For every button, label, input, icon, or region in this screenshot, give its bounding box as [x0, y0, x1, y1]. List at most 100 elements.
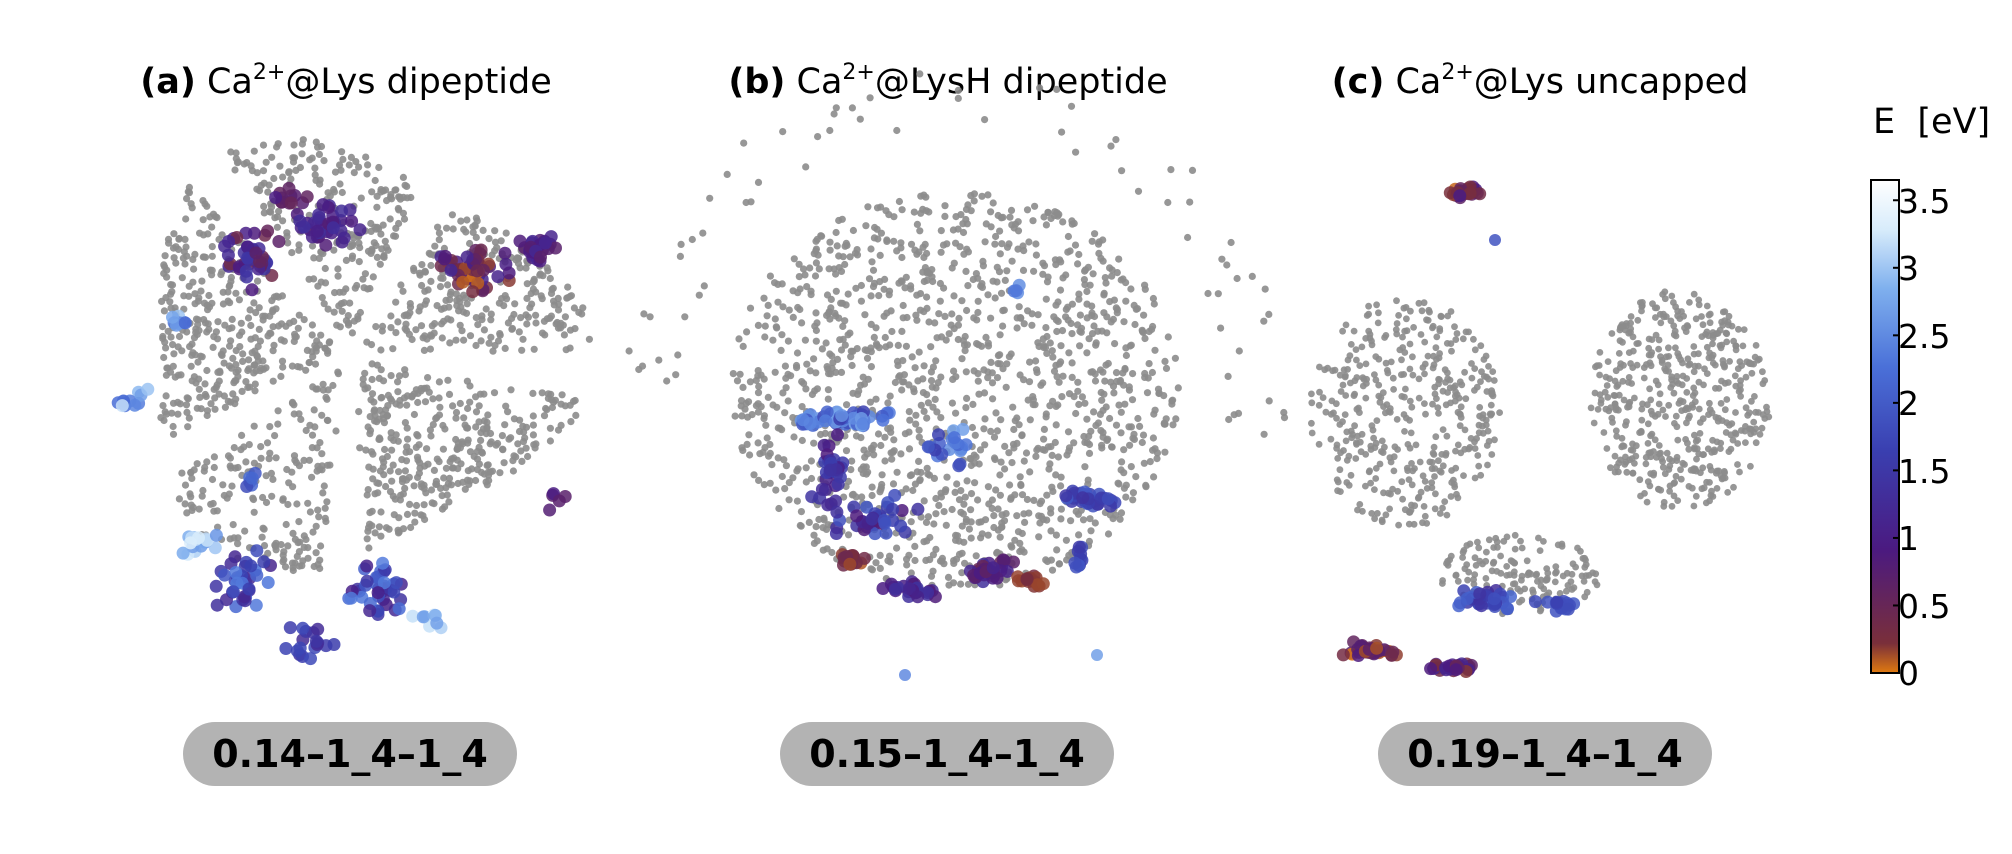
background-point	[784, 337, 793, 345]
background-point	[1054, 317, 1062, 325]
background-point	[458, 327, 466, 335]
background-point	[912, 411, 920, 419]
background-point	[1345, 452, 1353, 460]
background-point	[161, 252, 169, 260]
background-point	[1662, 413, 1669, 420]
data-point	[856, 417, 870, 431]
background-point	[1390, 386, 1397, 393]
background-point	[279, 558, 287, 566]
background-point	[528, 300, 536, 308]
background-point	[517, 314, 525, 322]
background-point	[285, 479, 293, 487]
background-point	[1341, 411, 1349, 418]
background-point	[277, 372, 285, 380]
background-point	[964, 282, 972, 290]
data-point	[1059, 489, 1073, 503]
background-point	[1171, 354, 1179, 362]
background-point	[529, 285, 538, 293]
data-point	[815, 482, 829, 496]
background-point	[199, 216, 207, 224]
background-point	[996, 331, 1004, 339]
background-point	[1111, 340, 1119, 348]
background-point	[1639, 400, 1646, 408]
background-point	[1723, 396, 1731, 403]
background-point	[1218, 255, 1226, 263]
background-point	[1485, 363, 1492, 370]
background-point	[827, 304, 835, 312]
background-point	[1407, 307, 1414, 315]
background-point	[924, 399, 933, 407]
background-point	[870, 333, 878, 341]
background-point	[830, 110, 838, 118]
background-point	[1695, 362, 1702, 370]
background-point	[259, 141, 268, 149]
background-point	[731, 412, 739, 420]
background-point	[1145, 360, 1153, 368]
background-point	[439, 421, 447, 430]
background-point	[379, 221, 387, 229]
data-point	[888, 582, 902, 596]
background-point	[913, 468, 921, 476]
background-point	[1161, 448, 1169, 456]
background-point	[762, 421, 770, 429]
background-point	[439, 274, 447, 282]
background-point	[933, 334, 941, 342]
background-point	[777, 346, 785, 354]
background-point	[280, 548, 288, 556]
background-point	[368, 375, 376, 384]
background-point	[394, 526, 402, 534]
background-point	[754, 372, 762, 380]
background-point	[699, 229, 707, 237]
background-point	[1563, 587, 1570, 595]
background-point	[1090, 312, 1099, 321]
data-point	[1424, 662, 1438, 676]
background-point	[434, 223, 442, 231]
background-point	[162, 294, 170, 302]
background-point	[1686, 299, 1693, 306]
data-point	[911, 590, 925, 604]
background-point	[227, 337, 235, 345]
data-point	[363, 604, 377, 618]
background-point	[841, 260, 849, 269]
background-point	[754, 321, 763, 329]
background-point	[1019, 266, 1028, 274]
background-point	[846, 253, 854, 261]
background-point	[378, 393, 386, 402]
background-point	[1593, 362, 1601, 369]
background-point	[937, 493, 946, 501]
background-point	[456, 399, 464, 408]
data-point	[335, 204, 348, 218]
background-point	[1050, 313, 1058, 321]
background-point	[284, 500, 292, 509]
background-point	[972, 270, 981, 278]
background-point	[1742, 439, 1749, 446]
background-point	[760, 294, 768, 302]
background-point	[1260, 317, 1268, 325]
background-point	[1448, 347, 1455, 355]
background-point	[304, 499, 312, 507]
background-point	[330, 185, 338, 194]
background-point	[923, 293, 931, 301]
background-point	[311, 171, 319, 179]
background-point	[269, 475, 277, 483]
background-point	[743, 440, 751, 448]
background-point	[998, 240, 1006, 248]
background-point	[782, 462, 791, 470]
data-point	[549, 241, 562, 255]
background-point	[1148, 325, 1156, 334]
background-point	[1315, 401, 1323, 409]
background-point	[417, 322, 426, 330]
background-point	[274, 420, 282, 428]
colorbar-label: E [eV]	[1873, 102, 1990, 142]
background-point	[1053, 85, 1061, 93]
background-point	[373, 223, 381, 231]
background-point	[492, 441, 500, 449]
background-point	[1068, 359, 1076, 367]
background-point	[927, 377, 936, 385]
background-point	[490, 389, 499, 397]
background-point	[179, 254, 187, 262]
background-point	[172, 243, 180, 251]
background-point	[885, 291, 893, 299]
background-point	[449, 225, 457, 233]
background-point	[1559, 572, 1567, 580]
